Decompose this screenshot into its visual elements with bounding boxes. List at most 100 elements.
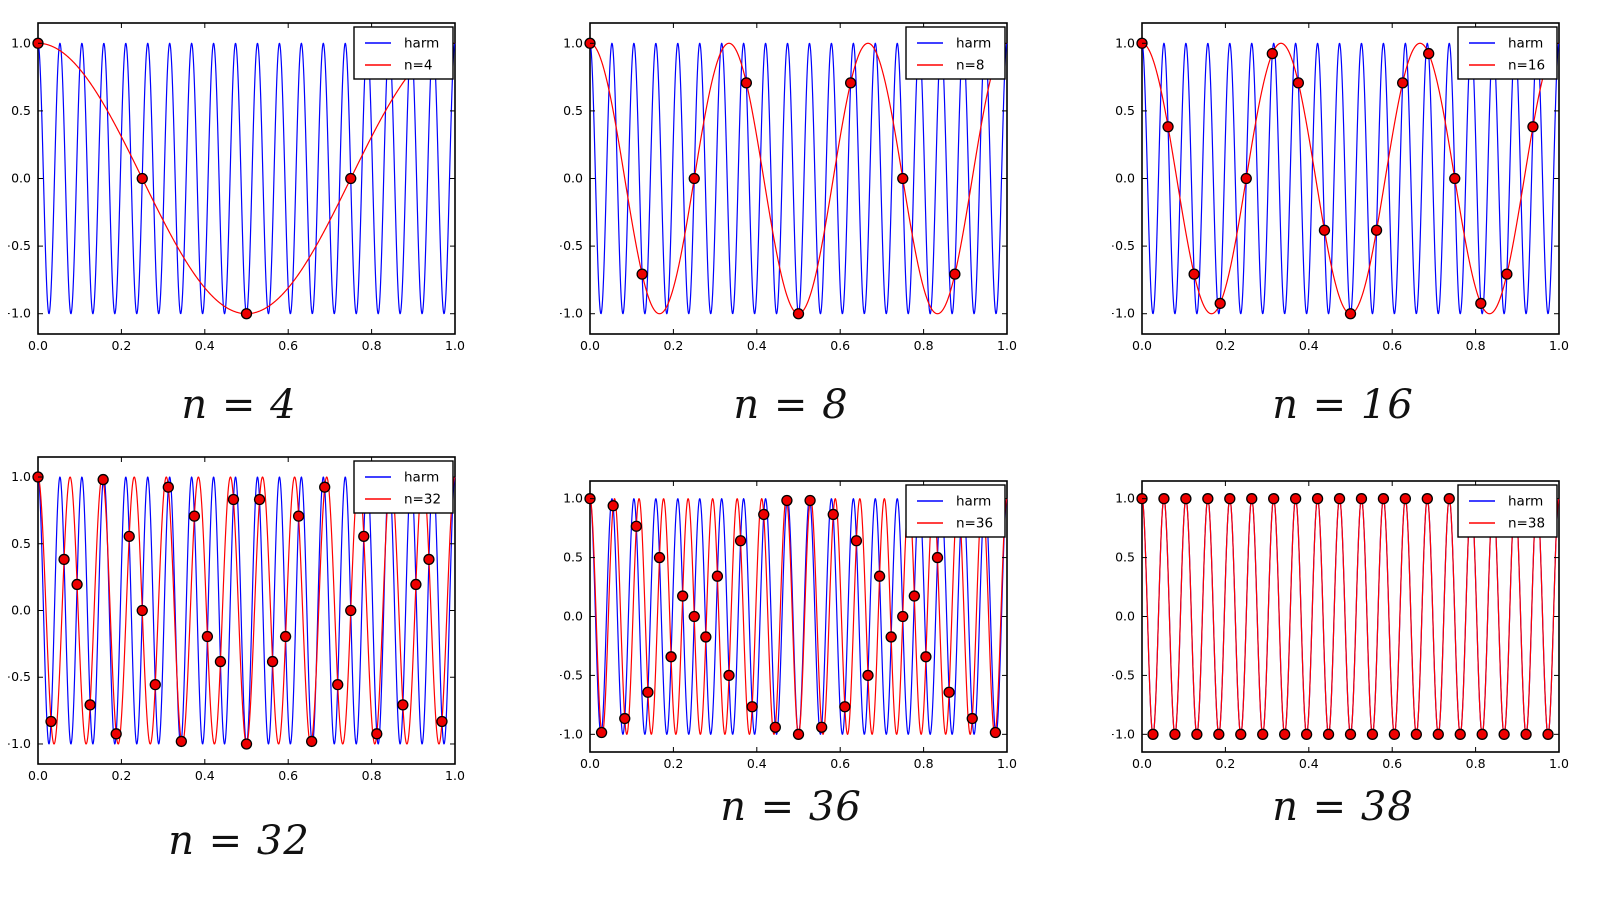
sample-marker [1147,728,1159,740]
legend-label: n=16 [1508,58,1545,74]
sample-marker [653,551,666,564]
subplot-grid: 0.0 0.2 0.4 0.6 0.8 1.0 −1.0 −0.5 0.0 0.5 1.0 harm n… [8,8,1574,864]
legend-label: harm [404,36,439,52]
x-tick-label: 0.6 [1382,338,1402,353]
x-tick-label: 0.2 [1215,338,1235,353]
legend-box [905,484,1006,538]
sample-marker [1542,728,1554,740]
sample-marker [885,631,897,643]
sample-marker [201,630,214,643]
sample-marker [949,268,961,280]
legend-box [1457,484,1558,538]
subplot-caption-n4: n = 4 [181,382,297,428]
x-tick-label: 0.2 [663,338,683,353]
legend-label: n=4 [404,58,432,74]
sample-marker [897,610,909,623]
sample-marker [345,172,357,185]
sample-marker [1169,728,1181,740]
legend-label: harm [1508,494,1543,510]
x-tick-label: 1.0 [445,768,465,783]
sample-marker [1410,728,1422,740]
x-tick-label: 1.0 [997,756,1017,771]
x-tick-label: 1.0 [1549,338,1569,353]
sample-marker [781,494,793,507]
y-tick-label: 0.5 [1115,550,1135,565]
sample-marker [110,728,122,740]
subplot-cell-n36: 0.0 0.2 0.4 0.6 0.8 1.0 −1.0 −0.5 0.0 0.5 1.0 harm n… [560,442,1022,864]
sample-marker [423,553,435,566]
sample-marker [345,604,357,617]
sample-marker [1158,493,1170,505]
subplot-cell-n4: 0.0 0.2 0.4 0.6 0.8 1.0 −1.0 −0.5 0.0 0.5 1.0 harm n… [8,8,470,428]
sample-marker [1498,728,1510,740]
sample-marker [769,721,781,733]
sample-marker [1388,728,1401,740]
y-tick-label: −1.0 [8,736,31,751]
sample-marker [630,520,642,532]
y-tick-label: −1.0 [1112,306,1135,321]
y-tick-label: −0.5 [8,669,31,684]
sample-marker [1257,728,1269,740]
sample-marker [1235,728,1247,740]
plot-n32: 0.0 0.2 0.4 0.6 0.8 1.0 −1.0 −0.5 0.0 0.5 1.0 harm n… [8,456,465,783]
sample-marker [1289,493,1302,505]
sample-marker [1399,493,1412,505]
sample-marker [850,535,863,547]
y-tick-label: −1.0 [560,306,583,321]
y-tick-label: 1.0 [1115,35,1135,50]
x-tick-label: 0.4 [195,768,215,783]
x-tick-label: 0.6 [278,338,298,353]
plot-n4: 0.0 0.2 0.4 0.6 0.8 1.0 −1.0 −0.5 0.0 0.5 1.0 harm n… [8,22,465,353]
sample-marker [711,570,724,582]
sample-marker [1214,297,1226,310]
sample-marker [943,686,955,698]
sample-marker [931,551,944,564]
sample-marker [636,268,648,280]
plot-n36: 0.0 0.2 0.4 0.6 0.8 1.0 −1.0 −0.5 0.0 0.5 1.0 harm n… [560,480,1017,771]
sample-marker [1333,493,1346,505]
y-tick-label: 0.5 [11,536,31,551]
x-tick-label: 0.0 [580,338,600,353]
sample-marker [700,631,712,643]
subplot-cell-n16: 0.0 0.2 0.4 0.6 0.8 1.0 −1.0 −0.5 0.0 0.5 1.0 harm n… [1112,8,1574,428]
x-tick-label: 0.0 [28,768,48,783]
sample-marker [188,510,201,522]
sample-marker [1240,172,1252,185]
sample-marker [804,494,816,507]
y-tick-label: 1.0 [11,469,31,484]
y-tick-label: −0.5 [560,238,583,253]
sample-marker [734,535,747,547]
plot-n16: 0.0 0.2 0.4 0.6 0.8 1.0 −1.0 −0.5 0.0 0.5 1.0 harm n… [1112,22,1569,353]
sample-marker [1279,728,1291,740]
sample-marker [844,77,857,89]
y-tick-label: −0.5 [8,238,31,253]
sample-marker [989,726,1002,739]
sample-marker [306,735,318,748]
sample-marker [1300,728,1313,740]
sample-marker [1449,172,1461,185]
sample-marker [1268,493,1280,505]
y-tick-label: −0.5 [1112,238,1135,253]
sample-marker [1520,728,1532,740]
sample-marker [908,590,920,602]
sample-marker [1202,493,1214,505]
sample-marker [410,578,422,591]
sample-marker [688,610,700,623]
sample-marker [966,712,978,725]
legend-label: harm [956,36,991,52]
y-tick-label: 0.5 [1115,103,1135,118]
sample-marker [266,655,279,668]
y-tick-label: 1.0 [563,35,583,50]
sample-marker [162,481,174,493]
sample-marker [688,172,700,185]
y-tick-label: 0.0 [1115,171,1135,186]
x-tick-label: 0.6 [830,338,850,353]
y-tick-label: −0.5 [1112,667,1135,682]
subplot-cell-n8: 0.0 0.2 0.4 0.6 0.8 1.0 −1.0 −0.5 0.0 0.5 1.0 harm n… [560,8,1022,428]
sample-marker [1396,77,1409,89]
x-tick-label: 0.0 [580,756,600,771]
sample-marker [227,493,240,506]
sample-marker [1423,47,1435,60]
sample-marker [873,570,886,582]
plot-n38: 0.0 0.2 0.4 0.6 0.8 1.0 −1.0 −0.5 0.0 0.5 1.0 harm n… [1112,480,1569,771]
